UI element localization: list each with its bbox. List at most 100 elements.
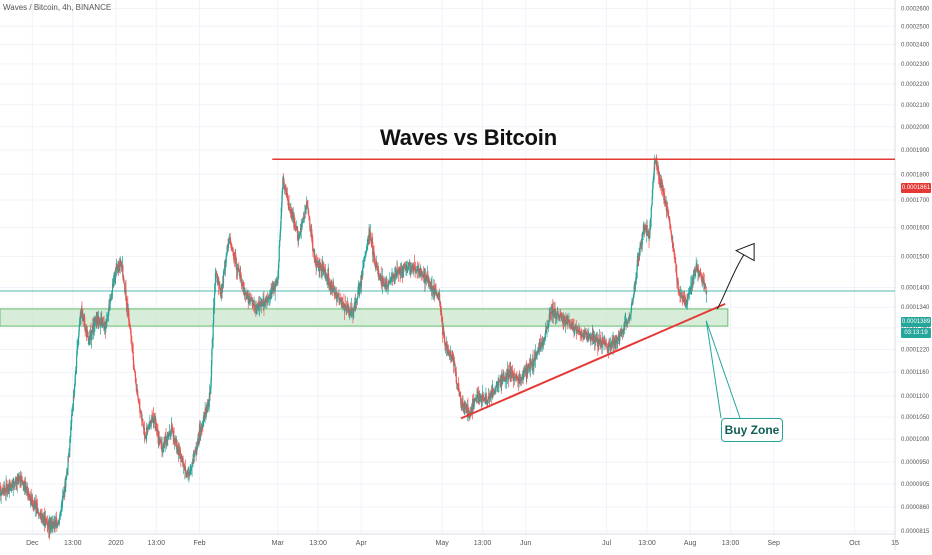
- candle-down: [137, 395, 139, 400]
- candle-up: [167, 434, 169, 439]
- candle-down: [646, 224, 648, 234]
- candle-down: [283, 181, 285, 187]
- candle-down: [231, 245, 233, 249]
- candle-down: [169, 431, 171, 435]
- candle-down: [30, 494, 32, 504]
- candle-down: [251, 299, 253, 302]
- candle-up: [248, 298, 251, 300]
- candle-up: [390, 277, 392, 282]
- candle-up: [148, 423, 150, 426]
- candle-up: [75, 371, 77, 375]
- candle-down: [37, 508, 39, 513]
- candle-down: [370, 232, 372, 241]
- candle-down: [704, 284, 706, 288]
- candle-up: [213, 306, 215, 324]
- candle-down: [309, 218, 311, 227]
- candle-down: [399, 269, 401, 272]
- candle-up: [111, 290, 113, 295]
- candle-down: [439, 302, 442, 312]
- candle-up: [508, 370, 510, 379]
- candle-up: [190, 468, 192, 471]
- candle-up: [71, 414, 73, 423]
- candle-up: [103, 324, 106, 330]
- candle-down: [120, 262, 123, 268]
- buy-zone-connector: [705, 320, 741, 419]
- candle-down: [185, 470, 187, 474]
- candle-up: [542, 341, 545, 346]
- candle-down: [372, 241, 374, 256]
- candle-down: [46, 520, 48, 523]
- candle-down: [414, 268, 416, 270]
- candle-down: [143, 427, 146, 436]
- candle-up: [594, 338, 597, 342]
- candle-up: [75, 367, 77, 372]
- candle-down: [560, 313, 562, 319]
- candle-up: [266, 298, 268, 303]
- candle-down: [158, 438, 160, 443]
- candle-down: [251, 298, 253, 300]
- y-tick-label: 0.0001000: [901, 437, 930, 443]
- candle-down: [620, 331, 622, 332]
- candle-down: [17, 477, 19, 479]
- candle-up: [0, 493, 3, 495]
- candle-up: [57, 523, 59, 525]
- candle-up: [61, 503, 63, 506]
- candle-up: [281, 188, 283, 196]
- candle-up: [463, 408, 465, 411]
- candle-up: [70, 422, 72, 427]
- candle-down: [483, 400, 486, 402]
- candle-up: [369, 234, 371, 237]
- candle-down: [138, 402, 141, 408]
- candle-up: [419, 270, 421, 276]
- candle-down: [172, 433, 174, 437]
- x-tick-label: Feb: [193, 540, 205, 547]
- candle-down: [697, 269, 700, 275]
- candle-down: [323, 266, 325, 272]
- candle-up: [0, 493, 2, 496]
- candle-up: [623, 327, 625, 331]
- candle-down: [554, 310, 557, 319]
- y-tick-label: 0.0002300: [901, 62, 930, 68]
- candle-up: [36, 506, 38, 514]
- candle-down: [386, 281, 388, 287]
- candle-up: [379, 277, 381, 280]
- candle-down: [27, 491, 30, 494]
- candle-down: [674, 254, 676, 257]
- candle-up: [208, 392, 211, 401]
- candle-up: [407, 269, 409, 271]
- candle-down: [456, 382, 458, 384]
- candle-down: [179, 450, 181, 455]
- candle-down: [483, 398, 485, 401]
- candle-up: [328, 282, 331, 287]
- candle-up: [684, 299, 687, 305]
- candle-down: [132, 351, 134, 361]
- candle-down: [404, 265, 407, 271]
- candle-down: [8, 485, 10, 489]
- candle-down: [505, 376, 507, 379]
- candle-down: [331, 283, 333, 289]
- candle-up: [610, 344, 612, 349]
- candle-up: [325, 273, 327, 277]
- candle-up: [278, 246, 280, 262]
- y-tick-label: 0.0001900: [901, 148, 930, 154]
- candle-down: [288, 208, 291, 210]
- candle-down: [543, 337, 545, 339]
- candle-down: [55, 520, 57, 522]
- candle-down: [306, 201, 308, 205]
- candle-down: [218, 283, 221, 286]
- candle-up: [536, 352, 538, 356]
- candle-down: [294, 226, 297, 229]
- candle-up: [77, 337, 80, 344]
- candle-up: [89, 335, 91, 339]
- candle-down: [123, 278, 125, 284]
- candle-up: [652, 177, 655, 182]
- candle-up: [625, 322, 628, 324]
- candle-up: [497, 382, 499, 388]
- candle-down: [313, 249, 315, 253]
- candle-up: [71, 410, 74, 412]
- candle-down: [590, 336, 593, 340]
- candle-down: [674, 256, 676, 258]
- candle-down: [614, 339, 616, 342]
